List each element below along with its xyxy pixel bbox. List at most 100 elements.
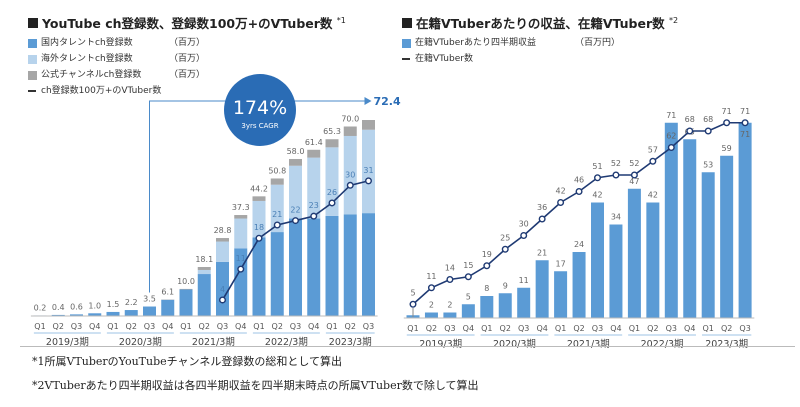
right-bar-label: 5 <box>466 292 471 301</box>
left-bar-total-label: 0.2 <box>34 303 47 312</box>
right-line-point <box>741 119 749 127</box>
divider <box>20 346 795 347</box>
left-x-tick-label: Q1 <box>326 322 337 331</box>
right-line-label: 62 <box>666 132 676 141</box>
right-bar <box>572 252 586 318</box>
left-bar-official <box>252 196 266 201</box>
legend-unit: （百万） <box>169 70 206 80</box>
left-bar-domestic <box>307 218 321 316</box>
left-legend: 国内タレントch登録数 （百万） 海外タレントch登録数 （百万） 公式チャンネルc… <box>28 35 205 99</box>
right-line-point <box>557 198 565 206</box>
legend-unit: （百万） <box>169 38 206 48</box>
right-x-tick-label: Q2 <box>426 324 437 333</box>
right-line-label: 19 <box>482 250 492 259</box>
left-bar-domestic <box>124 310 138 316</box>
left-x-tick-label: Q1 <box>34 322 45 331</box>
right-line-point <box>649 157 657 165</box>
right-bar <box>701 172 715 318</box>
cagr-value: 174% <box>233 97 287 119</box>
left-bar-overseas <box>343 135 357 215</box>
right-bar <box>720 155 734 318</box>
left-bar-official <box>289 158 302 166</box>
right-line-point <box>723 119 731 127</box>
legend-swatch <box>28 70 37 80</box>
left-x-tick-label: Q3 <box>290 322 301 331</box>
left-bar-domestic <box>161 299 175 316</box>
left-line-label: 23 <box>309 201 319 210</box>
right-bar <box>517 287 531 318</box>
left-x-tick-label: Q3 <box>71 322 82 331</box>
legend-unit: （百万） <box>169 54 206 64</box>
left-line-point <box>255 234 263 242</box>
right-bar <box>591 202 604 318</box>
right-bar <box>738 122 752 318</box>
right-x-tick-label: Q1 <box>407 324 418 333</box>
legend-swatch <box>402 38 411 48</box>
left-line-point <box>237 265 245 273</box>
left-bar-domestic <box>252 237 266 316</box>
left-bar-domestic <box>88 313 102 316</box>
left-x-tick-label: Q1 <box>180 322 191 331</box>
left-x-tick-label: Q1 <box>253 322 264 331</box>
legend-label: 公式チャンネルch登録数 <box>41 70 142 80</box>
left-bar-total-label: 10.0 <box>177 277 195 286</box>
left-bar-domestic <box>325 215 339 316</box>
right-x-tick-label: Q3 <box>592 324 603 333</box>
right-bar-label: 21 <box>537 248 547 257</box>
right-bar-label: 59 <box>722 144 732 153</box>
right-line-label: 52 <box>611 159 621 168</box>
right-x-tick-label: Q3 <box>666 324 677 333</box>
right-line-point <box>630 171 638 179</box>
legend-label: 海外タレントch登録数 <box>41 54 133 64</box>
left-bar-total-label: 1.5 <box>107 300 120 309</box>
left-bar-total-label: 61.4 <box>305 138 323 147</box>
left-bar-overseas <box>197 269 211 275</box>
left-bar-overseas <box>270 184 284 233</box>
left-line-label: 21 <box>272 210 282 219</box>
left-bar-total-label: 0.6 <box>70 302 83 311</box>
right-x-tick-label: Q4 <box>463 324 474 333</box>
left-bar-domestic <box>289 218 302 316</box>
left-bar-official <box>270 178 284 185</box>
legend-label: ch登録数100万+のVTuber数 <box>41 86 162 96</box>
left-x-tick-label: Q4 <box>308 322 319 331</box>
left-bar-official <box>234 215 248 219</box>
right-x-tick-label: Q3 <box>739 324 750 333</box>
left-group-label: 2020/3期 <box>119 337 162 348</box>
left-bar-domestic <box>179 289 193 316</box>
right-line-point <box>446 276 454 284</box>
left-bar-total-label: 58.0 <box>287 147 305 156</box>
left-line-label: 18 <box>254 223 264 232</box>
left-bar-domestic <box>234 248 248 316</box>
right-line-point <box>501 245 509 253</box>
left-bar-official <box>325 139 339 148</box>
right-bar <box>627 188 641 318</box>
left-x-tick-label: Q4 <box>235 322 246 331</box>
right-x-tick-label: Q1 <box>629 324 640 333</box>
right-line-point <box>538 215 546 223</box>
left-x-tick-label: Q2 <box>126 322 137 331</box>
right-bar-label: 17 <box>556 259 566 268</box>
left-bar-total-label: 2.2 <box>125 298 138 307</box>
right-bar <box>683 139 697 318</box>
cagr-badge <box>224 74 296 146</box>
left-bar-domestic <box>106 311 120 316</box>
left-bar-domestic <box>143 306 156 316</box>
right-bar-label: 8 <box>484 284 489 293</box>
left-bar-total-label: 44.2 <box>250 184 268 193</box>
left-bar-total-label: 28.8 <box>214 226 232 235</box>
left-x-tick-label: Q3 <box>144 322 155 331</box>
left-x-tick-label: Q2 <box>272 322 283 331</box>
left-group-label: 2022/3期 <box>265 337 308 348</box>
left-line-label: 22 <box>290 206 300 215</box>
right-x-tick-label: Q3 <box>518 324 529 333</box>
legend-label: 在籍VTuber数 <box>415 54 473 64</box>
left-line-point <box>273 221 281 229</box>
right-line-label: 51 <box>592 162 602 171</box>
left-bar-overseas <box>289 165 302 219</box>
right-bar-label: 47 <box>629 177 639 186</box>
left-bar-total-label: 18.1 <box>195 255 213 264</box>
left-bar-total-label: 65.3 <box>323 127 341 136</box>
left-bar-domestic <box>216 261 229 316</box>
left-title-text: YouTube ch登録数、登録数100万+のVTuber数 <box>42 16 333 31</box>
